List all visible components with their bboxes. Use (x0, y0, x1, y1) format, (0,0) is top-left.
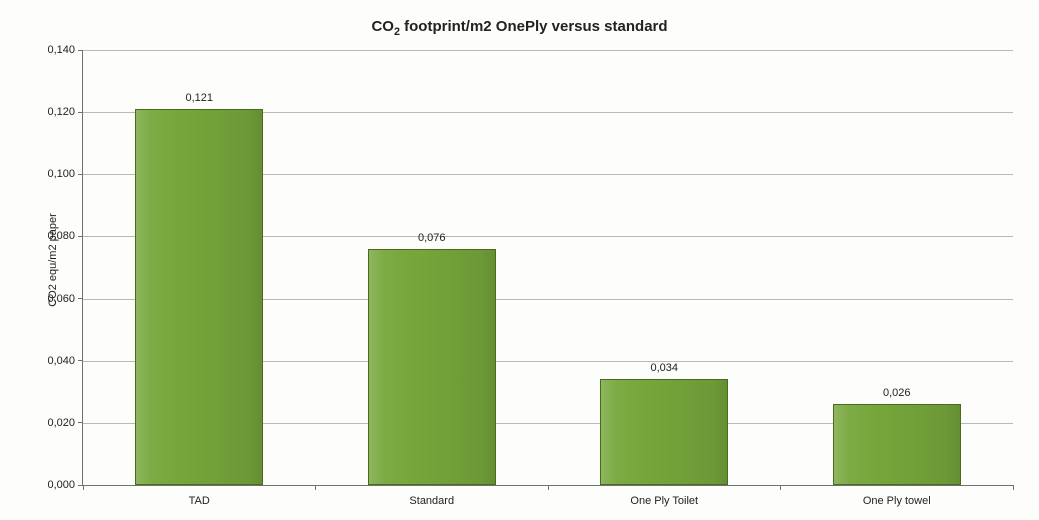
bar-slot: 0,026One Ply towel (781, 50, 1014, 485)
plot-area: 0,121TAD0,076Standard0,034One Ply Toilet… (82, 50, 1013, 486)
bar: 0,076 (368, 249, 496, 485)
bars-layer: 0,121TAD0,076Standard0,034One Ply Toilet… (83, 50, 1013, 485)
x-tick-mark (315, 485, 316, 490)
chart-title: CO2 footprint/m2 OnePly versus standard (0, 18, 1039, 38)
bar-slot: 0,121TAD (83, 50, 316, 485)
bar-value-label: 0,076 (418, 232, 446, 250)
bar-value-label: 0,026 (883, 387, 911, 405)
bar: 0,121 (135, 109, 263, 485)
x-tick-label: TAD (189, 485, 210, 507)
bar-slot: 0,076Standard (316, 50, 549, 485)
x-tick-label: One Ply towel (863, 485, 931, 507)
bar: 0,034 (600, 379, 728, 485)
x-tick-mark (548, 485, 549, 490)
x-tick-mark (1013, 485, 1014, 490)
bar-value-label: 0,121 (185, 92, 213, 110)
bar: 0,026 (833, 404, 961, 485)
x-tick-label: Standard (409, 485, 454, 507)
x-tick-label: One Ply Toilet (630, 485, 698, 507)
bar-slot: 0,034One Ply Toilet (548, 50, 781, 485)
x-tick-mark (83, 485, 84, 490)
x-tick-mark (780, 485, 781, 490)
chart-container: CO2 footprint/m2 OnePly versus standard … (0, 0, 1039, 520)
bar-value-label: 0,034 (650, 362, 678, 380)
